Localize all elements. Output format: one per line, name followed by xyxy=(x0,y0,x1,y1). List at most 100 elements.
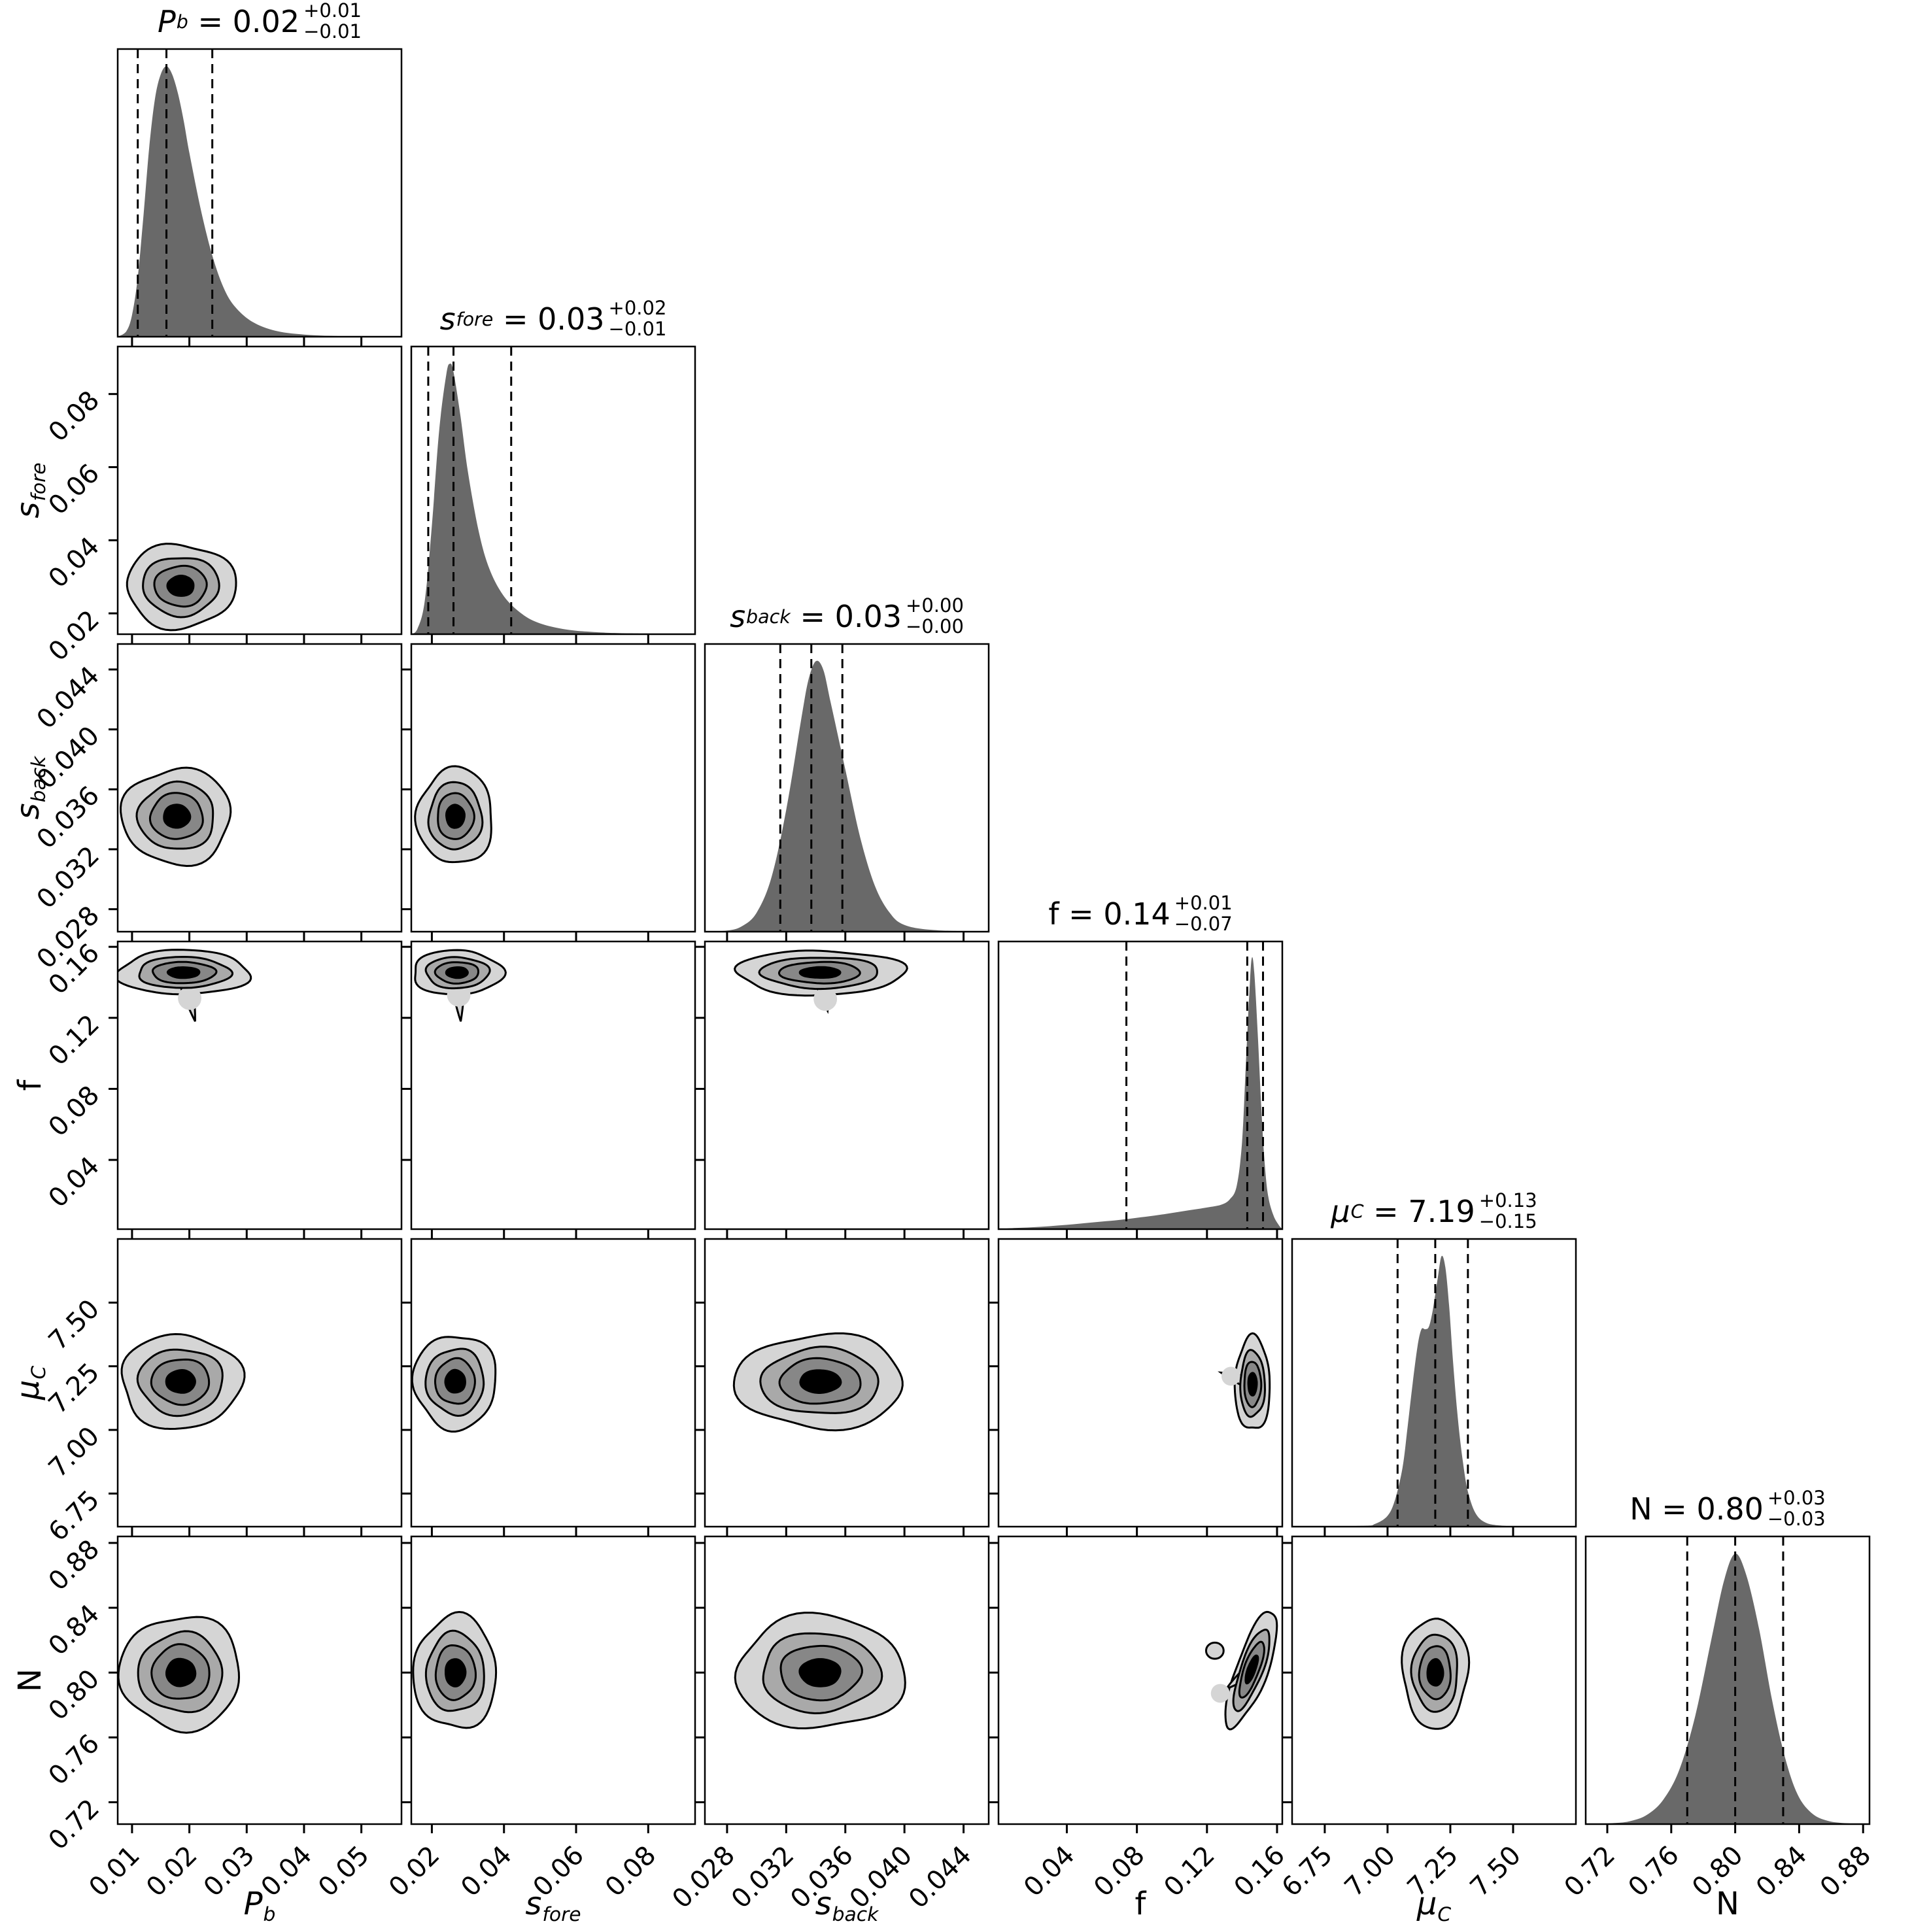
y-tick-label-sfore: 0.08 xyxy=(43,385,106,448)
x-tick-label-muC: 7.00 xyxy=(1339,1840,1402,1903)
contour-level-4 xyxy=(798,966,842,979)
contour-clip-group xyxy=(734,949,908,1014)
histogram-curve xyxy=(999,957,1282,1229)
panel-border xyxy=(116,345,403,636)
contour-level-4 xyxy=(1247,1372,1258,1397)
x-tick-label-sback: 0.044 xyxy=(903,1840,978,1915)
x-tick-label-N: 0.88 xyxy=(1815,1840,1877,1903)
contour-level-4 xyxy=(163,804,192,829)
panel-contour-muC-vs-Pb xyxy=(109,1238,403,1536)
histogram-curve xyxy=(1292,1255,1576,1527)
x-tick-label-Pb: 0.01 xyxy=(83,1840,146,1903)
y-tick-label-sback: 0.032 xyxy=(31,841,106,915)
y-tick-label-sfore: 0.06 xyxy=(43,458,106,521)
panel-contour-f-vs-Pb xyxy=(109,940,403,1238)
panel-border xyxy=(997,1238,1284,1528)
x-tick-label-f: 0.04 xyxy=(1018,1840,1081,1903)
x-tick-label-N: 0.76 xyxy=(1622,1840,1685,1903)
panel-contour-muC-vs-sback xyxy=(696,1238,990,1536)
panel-border xyxy=(116,643,403,933)
x-tick-label-muC: 6.75 xyxy=(1276,1840,1339,1903)
x-tick-label-sback: 0.032 xyxy=(726,1840,800,1915)
y-tick-label-sfore: 0.02 xyxy=(43,605,106,668)
panel-contour-N-vs-sback xyxy=(696,1535,990,1833)
panel-border xyxy=(116,1238,403,1528)
x-tick-label-sfore: 0.02 xyxy=(383,1840,446,1903)
y-tick-label-N: 0.72 xyxy=(43,1793,106,1856)
panel-hist-f xyxy=(997,940,1284,1238)
x-tick-label-sfore: 0.04 xyxy=(455,1840,518,1903)
panel-border xyxy=(704,1238,990,1528)
panel-contour-muC-vs-sfore xyxy=(402,1238,696,1536)
contour-level-4 xyxy=(1426,1658,1444,1687)
x-tick-label-N: 0.72 xyxy=(1559,1840,1622,1903)
contour-junction-patch xyxy=(1221,1366,1240,1386)
y-tick-label-N: 0.76 xyxy=(43,1729,106,1791)
x-tick-label-f: 0.16 xyxy=(1229,1840,1291,1903)
y-tick-label-N: 0.84 xyxy=(43,1599,106,1662)
y-tick-label-muC: 7.50 xyxy=(43,1294,106,1357)
contour-island xyxy=(1204,1641,1225,1660)
x-tick-label-N: 0.80 xyxy=(1686,1840,1749,1903)
panel-contour-f-vs-sback xyxy=(696,940,990,1238)
contour-level-4 xyxy=(166,966,201,979)
contour-level-4 xyxy=(165,1368,196,1394)
x-tick-label-f: 0.12 xyxy=(1158,1840,1221,1903)
y-tick-label-f: 0.08 xyxy=(43,1080,106,1143)
panel-border xyxy=(997,1535,1284,1825)
x-tick-label-f: 0.08 xyxy=(1088,1840,1151,1903)
contour-clip-group xyxy=(119,766,232,868)
contour-clip-group xyxy=(414,949,507,1022)
contour-level-4 xyxy=(799,1369,842,1394)
panel-border xyxy=(704,1535,990,1825)
panel-hist-sback xyxy=(704,643,990,941)
histogram-curve xyxy=(411,364,695,634)
panel-contour-sback-vs-Pb xyxy=(109,643,403,941)
contour-level-4 xyxy=(166,575,195,597)
panel-border xyxy=(116,48,403,338)
panel-border xyxy=(1291,1535,1577,1825)
y-tick-label-N: 0.88 xyxy=(43,1534,106,1597)
panel-border xyxy=(704,940,990,1230)
panel-border xyxy=(410,1238,696,1528)
x-tick-label-Pb: 0.02 xyxy=(141,1840,203,1903)
contour-clip-group xyxy=(412,1610,498,1729)
panel-contour-N-vs-muC xyxy=(1283,1535,1577,1833)
contour-level-4 xyxy=(445,804,466,829)
panel-contour-sback-vs-sfore xyxy=(402,643,696,941)
panel-hist-sfore xyxy=(410,345,696,643)
contour-clip-group xyxy=(732,1332,904,1432)
panel-contour-N-vs-f xyxy=(989,1535,1284,1833)
contour-clip-group xyxy=(1204,1610,1278,1731)
x-tick-label-Pb: 0.03 xyxy=(198,1840,261,1903)
panel-contour-N-vs-Pb xyxy=(109,1535,403,1833)
x-tick-label-N: 0.84 xyxy=(1750,1840,1813,1903)
y-tick-label-N: 0.80 xyxy=(43,1664,106,1727)
y-tick-label-sback: 0.044 xyxy=(31,661,106,736)
histogram-curve xyxy=(705,660,989,932)
contour-clip-group xyxy=(120,1332,246,1431)
panel-border xyxy=(410,345,696,636)
y-tick-label-muC: 7.25 xyxy=(43,1357,106,1420)
contour-level-4 xyxy=(444,1368,466,1394)
panel-hist-N xyxy=(1584,1535,1871,1833)
contour-level-4 xyxy=(798,1658,842,1687)
contour-level-4 xyxy=(445,966,469,979)
panel-contour-muC-vs-f xyxy=(989,1238,1284,1536)
histogram-curve xyxy=(118,66,401,337)
panel-hist-muC xyxy=(1291,1238,1577,1536)
contour-clip-group xyxy=(118,1616,241,1734)
tick-labels: 0.010.020.030.040.05 0.02 0.04 0.06 0.08 0.02… xyxy=(31,385,1877,1914)
contour-clip-group xyxy=(411,1336,497,1433)
panel-border xyxy=(1291,1238,1577,1528)
panel-hist-Pb xyxy=(116,48,403,346)
panel-border xyxy=(1584,1535,1871,1825)
y-tick-label-muC: 7.00 xyxy=(43,1421,106,1484)
x-tick-label-sback: 0.028 xyxy=(666,1840,741,1915)
x-tick-label-sfore: 0.06 xyxy=(528,1840,590,1903)
panel-border xyxy=(410,1535,696,1825)
histogram-curve xyxy=(1586,1553,1869,1824)
x-tick-label-muC: 7.50 xyxy=(1465,1840,1528,1903)
